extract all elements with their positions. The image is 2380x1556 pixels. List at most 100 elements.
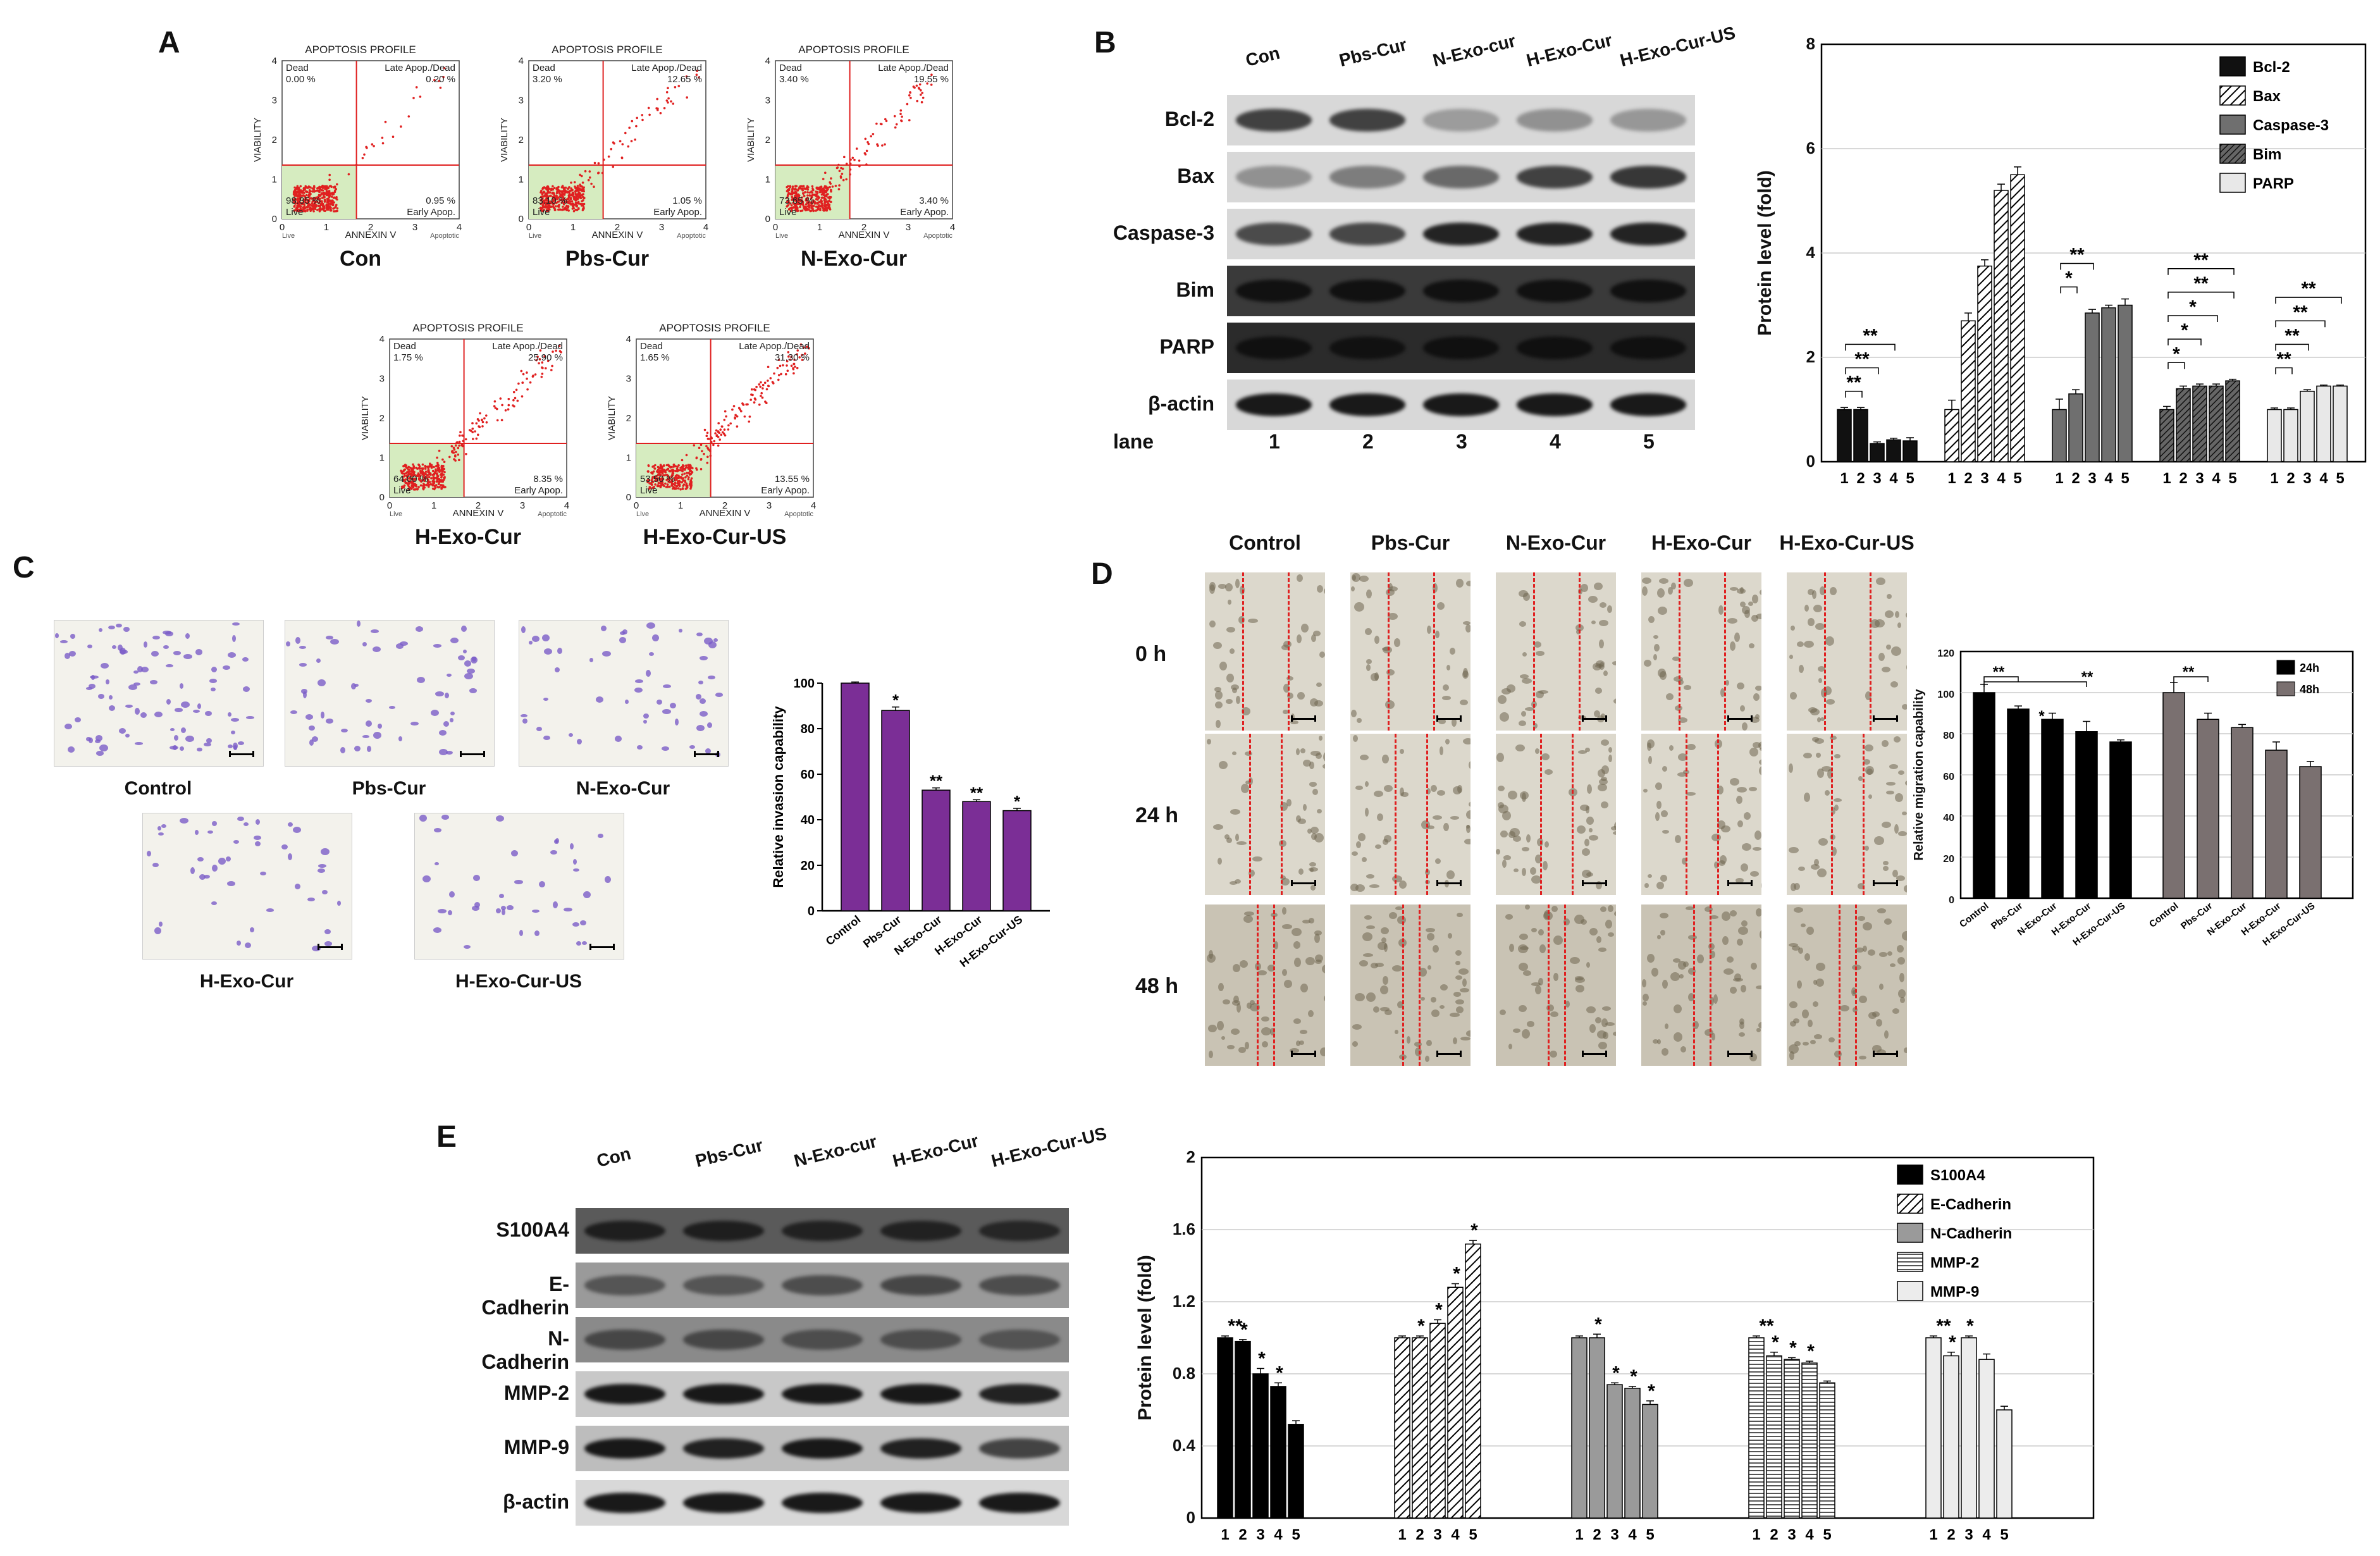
bar <box>1252 1373 1269 1519</box>
cell <box>1466 810 1471 819</box>
cell <box>90 676 99 679</box>
cell <box>1898 770 1904 775</box>
scale-bar <box>1582 715 1607 722</box>
flow-plot-caption: H-Exo-Cur <box>414 525 522 549</box>
cell <box>87 645 92 648</box>
cell <box>1753 847 1761 851</box>
cell <box>1808 618 1815 626</box>
cell <box>1744 812 1751 820</box>
cell <box>1443 684 1449 691</box>
cell <box>321 712 324 719</box>
wound-col-header: H-Exo-Cur-US <box>1779 531 1914 554</box>
blot-lane-header: Con <box>595 1143 633 1171</box>
cell <box>435 691 444 696</box>
cell <box>1672 657 1680 661</box>
cell <box>1705 1029 1713 1036</box>
cell <box>1526 834 1531 843</box>
blot-band <box>1236 223 1312 245</box>
cell <box>434 828 441 832</box>
cell <box>1801 923 1806 927</box>
flow-xtick: 3 <box>767 500 772 511</box>
cell <box>1360 755 1369 760</box>
significance-mark: ** <box>2284 325 2300 346</box>
bar <box>2192 385 2207 462</box>
flow-plot-caption: N-Exo-Cur <box>800 247 908 271</box>
bar <box>1801 1362 1818 1519</box>
cell <box>544 648 552 655</box>
bar <box>2010 174 2025 462</box>
cell <box>1236 696 1240 704</box>
flow-late-value: 31.30 % <box>775 352 810 363</box>
cell <box>1456 1006 1464 1013</box>
cell <box>1303 760 1311 767</box>
cell <box>1257 970 1267 975</box>
cell <box>646 622 655 629</box>
y-tick-label: 120 <box>1937 648 1954 659</box>
cell <box>1388 583 1393 591</box>
cell <box>312 946 321 951</box>
cell <box>1311 634 1316 642</box>
x-tick-label: 3 <box>2195 470 2204 487</box>
cell <box>1235 879 1241 884</box>
cell <box>543 698 548 701</box>
cell <box>1520 674 1529 679</box>
cell <box>1642 577 1651 584</box>
cell <box>1737 820 1743 827</box>
y-tick-label: 6 <box>1806 139 1815 157</box>
cell <box>1215 691 1223 700</box>
cell <box>1669 745 1674 751</box>
cell <box>154 712 163 717</box>
flow-xtick: 0 <box>526 222 531 233</box>
cell <box>1759 766 1761 775</box>
cell <box>125 734 130 738</box>
cell <box>166 699 171 705</box>
error-bar <box>973 799 980 802</box>
y-tick-label: 4 <box>1806 243 1816 262</box>
cell <box>1452 718 1457 727</box>
cell <box>133 670 139 674</box>
flow-apoptotic-axis: Apoptotic <box>538 510 567 518</box>
cell <box>1324 587 1325 595</box>
cell <box>1642 979 1646 987</box>
error-bar <box>2204 712 2212 720</box>
cell <box>1813 605 1822 612</box>
cell <box>1292 928 1302 936</box>
x-tick-label: 5 <box>2228 470 2236 487</box>
significance-bracket <box>2275 320 2326 328</box>
cell <box>458 655 465 660</box>
wound-micrograph <box>1496 905 1616 1066</box>
cell <box>1460 1037 1471 1040</box>
scale-bar <box>1727 715 1753 722</box>
cell <box>1723 968 1734 975</box>
bar <box>2068 393 2083 462</box>
scale-bar <box>1873 880 1898 886</box>
cell <box>299 646 306 649</box>
cell <box>371 629 379 633</box>
flow-q-early: Early Apop. <box>407 207 455 218</box>
cell <box>1384 1010 1392 1015</box>
significance-bracket <box>2167 315 2218 322</box>
flow-xtick: 1 <box>678 500 683 511</box>
cell <box>532 910 540 913</box>
cell <box>554 839 558 844</box>
cell <box>1545 769 1553 775</box>
cell <box>1366 664 1371 671</box>
cell <box>1431 997 1436 1003</box>
cell <box>1598 784 1607 791</box>
cell <box>1219 662 1227 670</box>
cell <box>197 748 202 751</box>
cell <box>1297 692 1305 700</box>
blot-row-label: PARP <box>1159 335 1214 358</box>
cell <box>1608 905 1613 912</box>
significance-mark: ** <box>930 772 943 791</box>
flow-q-live: Live <box>640 485 658 496</box>
cell <box>95 739 101 743</box>
blot-band <box>683 1384 764 1404</box>
cell <box>1283 684 1290 693</box>
error-bar <box>1593 1333 1601 1338</box>
cell <box>1309 918 1314 923</box>
cell <box>1594 710 1600 717</box>
cell <box>1887 951 1892 956</box>
flow-xtick: 1 <box>817 222 822 233</box>
cell <box>1455 975 1462 980</box>
